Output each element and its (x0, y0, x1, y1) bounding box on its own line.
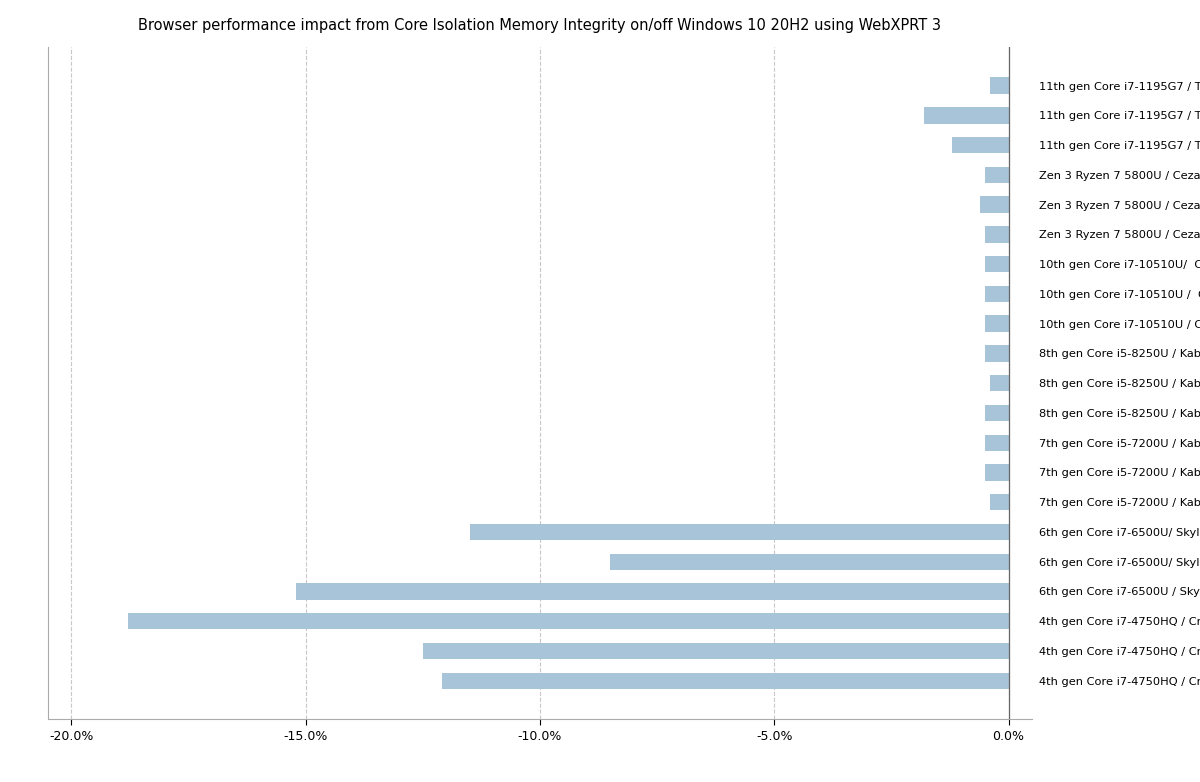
Bar (985, 465, 1008, 481)
Bar (296, 583, 1008, 600)
Bar (985, 405, 1008, 421)
Bar (985, 167, 1008, 183)
Title: Browser performance impact from Core Isolation Memory Integrity on/off Windows 1: Browser performance impact from Core Iso… (138, 18, 942, 34)
Bar (985, 226, 1008, 242)
Bar (985, 345, 1008, 361)
Bar (985, 256, 1008, 272)
Bar (990, 494, 1008, 511)
Bar (924, 107, 1008, 124)
Bar (985, 435, 1008, 451)
Bar (127, 613, 1008, 630)
Bar (611, 554, 1008, 570)
Bar (985, 285, 1008, 302)
Bar (469, 524, 1008, 540)
Bar (422, 643, 1008, 659)
Bar (953, 137, 1008, 153)
Bar (442, 673, 1008, 689)
Bar (990, 77, 1008, 94)
Bar (990, 375, 1008, 391)
Bar (980, 196, 1008, 213)
Bar (985, 315, 1008, 332)
